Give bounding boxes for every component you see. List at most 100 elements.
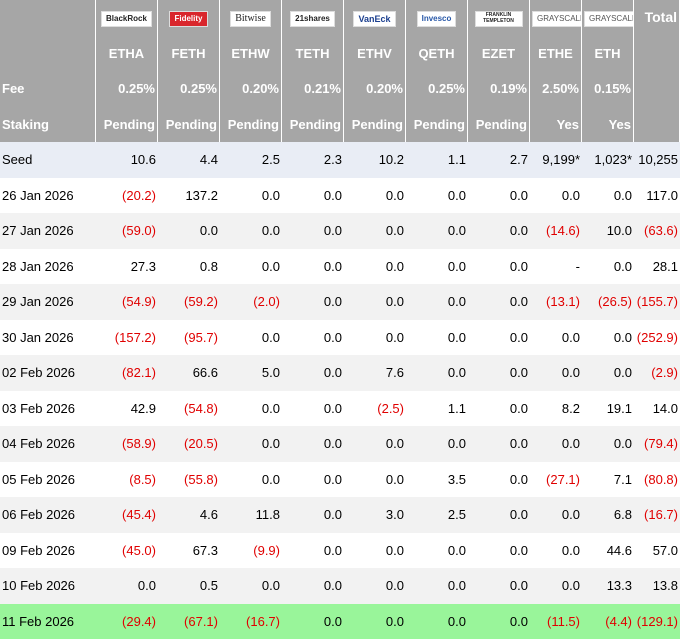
date-label: Seed — [0, 142, 96, 178]
flow-value: 0.0 — [468, 390, 530, 426]
flow-value: 0.0 — [158, 213, 220, 249]
flow-value: 0.0 — [344, 603, 406, 639]
flow-value: 0.0 — [530, 568, 582, 604]
flow-value: 0.0 — [406, 532, 468, 568]
flow-value: (27.1) — [530, 461, 582, 497]
date-label: 28 Jan 2026 — [0, 248, 96, 284]
flow-value: 0.0 — [282, 284, 344, 320]
flow-value: 0.0 — [282, 426, 344, 462]
flow-value: 0.0 — [220, 319, 282, 355]
flow-value: 0.0 — [468, 461, 530, 497]
flow-value: (11.5) — [530, 603, 582, 639]
date-label: 11 Feb 2026 — [0, 603, 96, 639]
flow-value: 0.0 — [344, 532, 406, 568]
flow-value: 0.0 — [406, 284, 468, 320]
flow-value: (16.7) — [634, 497, 680, 533]
flow-value: 0.0 — [468, 497, 530, 533]
flow-value: - — [530, 248, 582, 284]
flow-value: (58.9) — [96, 426, 158, 462]
header-value: Pending — [282, 106, 344, 142]
flow-value: 0.0 — [282, 532, 344, 568]
flow-value: 10.6 — [96, 142, 158, 178]
flow-value: 0.0 — [468, 532, 530, 568]
header-value: Pending — [96, 106, 158, 142]
flow-value: (14.6) — [530, 213, 582, 249]
flow-value: (54.8) — [158, 390, 220, 426]
flow-value: (45.4) — [96, 497, 158, 533]
flow-value: 2.5 — [220, 142, 282, 178]
issuer-logo: GRAYSCALE — [532, 10, 581, 27]
ticker: ETHA — [96, 35, 158, 71]
ticker: ETH — [582, 35, 634, 71]
flow-value: 0.0 — [282, 248, 344, 284]
flow-value: 0.0 — [582, 177, 634, 213]
flow-value: 0.0 — [282, 390, 344, 426]
ticker-total — [634, 35, 680, 71]
header-total — [634, 106, 680, 142]
flow-value: 0.0 — [220, 177, 282, 213]
flow-value: 0.0 — [282, 568, 344, 604]
flow-value: 0.0 — [282, 497, 344, 533]
flow-value: 0.0 — [282, 603, 344, 639]
flow-value: (13.1) — [530, 284, 582, 320]
ticker: ETHE — [530, 35, 582, 71]
flow-value: (59.0) — [96, 213, 158, 249]
header-value: Pending — [406, 106, 468, 142]
flow-value: 0.0 — [96, 568, 158, 604]
flow-value: 0.0 — [468, 284, 530, 320]
flow-value: 10,255 — [634, 142, 680, 178]
flow-value: 67.3 — [158, 532, 220, 568]
ticker-corner — [0, 35, 96, 71]
flow-value: 0.0 — [344, 568, 406, 604]
flow-value: 4.6 — [158, 497, 220, 533]
flow-value: 57.0 — [634, 532, 680, 568]
flow-value: 0.0 — [220, 213, 282, 249]
header-value: 0.20% — [220, 71, 282, 107]
logo-cell: GRAYSCALE — [530, 0, 582, 36]
flow-value: (129.1) — [634, 603, 680, 639]
flow-value: (9.9) — [220, 532, 282, 568]
flow-value: 1.1 — [406, 142, 468, 178]
flow-value: 66.6 — [158, 355, 220, 391]
flow-value: 0.0 — [468, 319, 530, 355]
flow-value: 0.0 — [220, 461, 282, 497]
flow-value: (8.5) — [96, 461, 158, 497]
flow-value: 3.5 — [406, 461, 468, 497]
logo-cell: BlackRock — [96, 0, 158, 36]
logo-cell: GRAYSCALE — [582, 0, 634, 36]
flow-value: 4.4 — [158, 142, 220, 178]
header-value: 0.19% — [468, 71, 530, 107]
flow-value: 0.0 — [406, 213, 468, 249]
issuer-logo: FRANKLIN TEMPLETON — [474, 10, 523, 27]
flow-value: 0.0 — [344, 319, 406, 355]
flow-value: 10.2 — [344, 142, 406, 178]
flow-value: 0.0 — [582, 426, 634, 462]
ticker: EZET — [468, 35, 530, 71]
flow-value: (2.5) — [344, 390, 406, 426]
flow-value: 0.0 — [468, 568, 530, 604]
flow-value: 19.1 — [582, 390, 634, 426]
flow-value: 2.5 — [406, 497, 468, 533]
flow-value: 0.0 — [406, 319, 468, 355]
flow-value: (4.4) — [582, 603, 634, 639]
flow-value: (59.2) — [158, 284, 220, 320]
ticker: ETHV — [344, 35, 406, 71]
header-value: Pending — [220, 106, 282, 142]
date-label: 10 Feb 2026 — [0, 568, 96, 604]
corner-cell — [0, 0, 96, 36]
header-total — [634, 71, 680, 107]
flow-value: (95.7) — [158, 319, 220, 355]
flow-value: (16.7) — [220, 603, 282, 639]
ticker: ETHW — [220, 35, 282, 71]
flow-value: 0.0 — [220, 248, 282, 284]
flow-value: (54.9) — [96, 284, 158, 320]
header-value: 0.25% — [406, 71, 468, 107]
flow-value: (63.6) — [634, 213, 680, 249]
flow-value: 0.0 — [282, 177, 344, 213]
header-value: Pending — [468, 106, 530, 142]
flow-value: (2.0) — [220, 284, 282, 320]
flow-value: 0.0 — [582, 248, 634, 284]
header-value: 0.20% — [344, 71, 406, 107]
header-value: Pending — [158, 106, 220, 142]
